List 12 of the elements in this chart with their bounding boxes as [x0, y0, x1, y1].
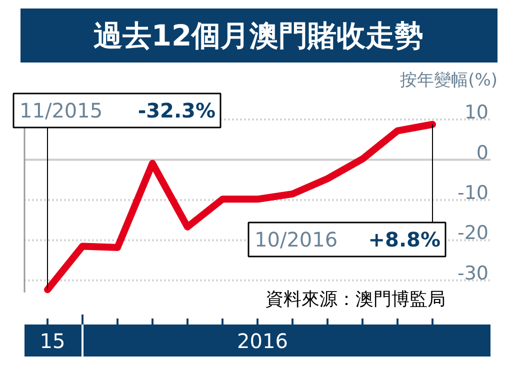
y-tick-label: -20 [457, 222, 489, 244]
text: 15 [40, 329, 66, 353]
chart-title: 過去12個月澳門賭收走勢 [93, 18, 424, 52]
y-tick-label: 0 [476, 142, 489, 164]
y-axis-title: 按年變幅(%) [400, 70, 498, 90]
y-tick-label: -30 [457, 262, 489, 284]
text: 2016 [237, 329, 288, 353]
y-tick-label: -10 [457, 182, 489, 204]
y-tick-label: 10 [464, 102, 489, 124]
text: 10/2016 +8.8% [254, 228, 441, 252]
text: 11/2015 -32.3% [20, 98, 216, 122]
annotation: 資料來源：澳門博監局 [266, 289, 446, 310]
